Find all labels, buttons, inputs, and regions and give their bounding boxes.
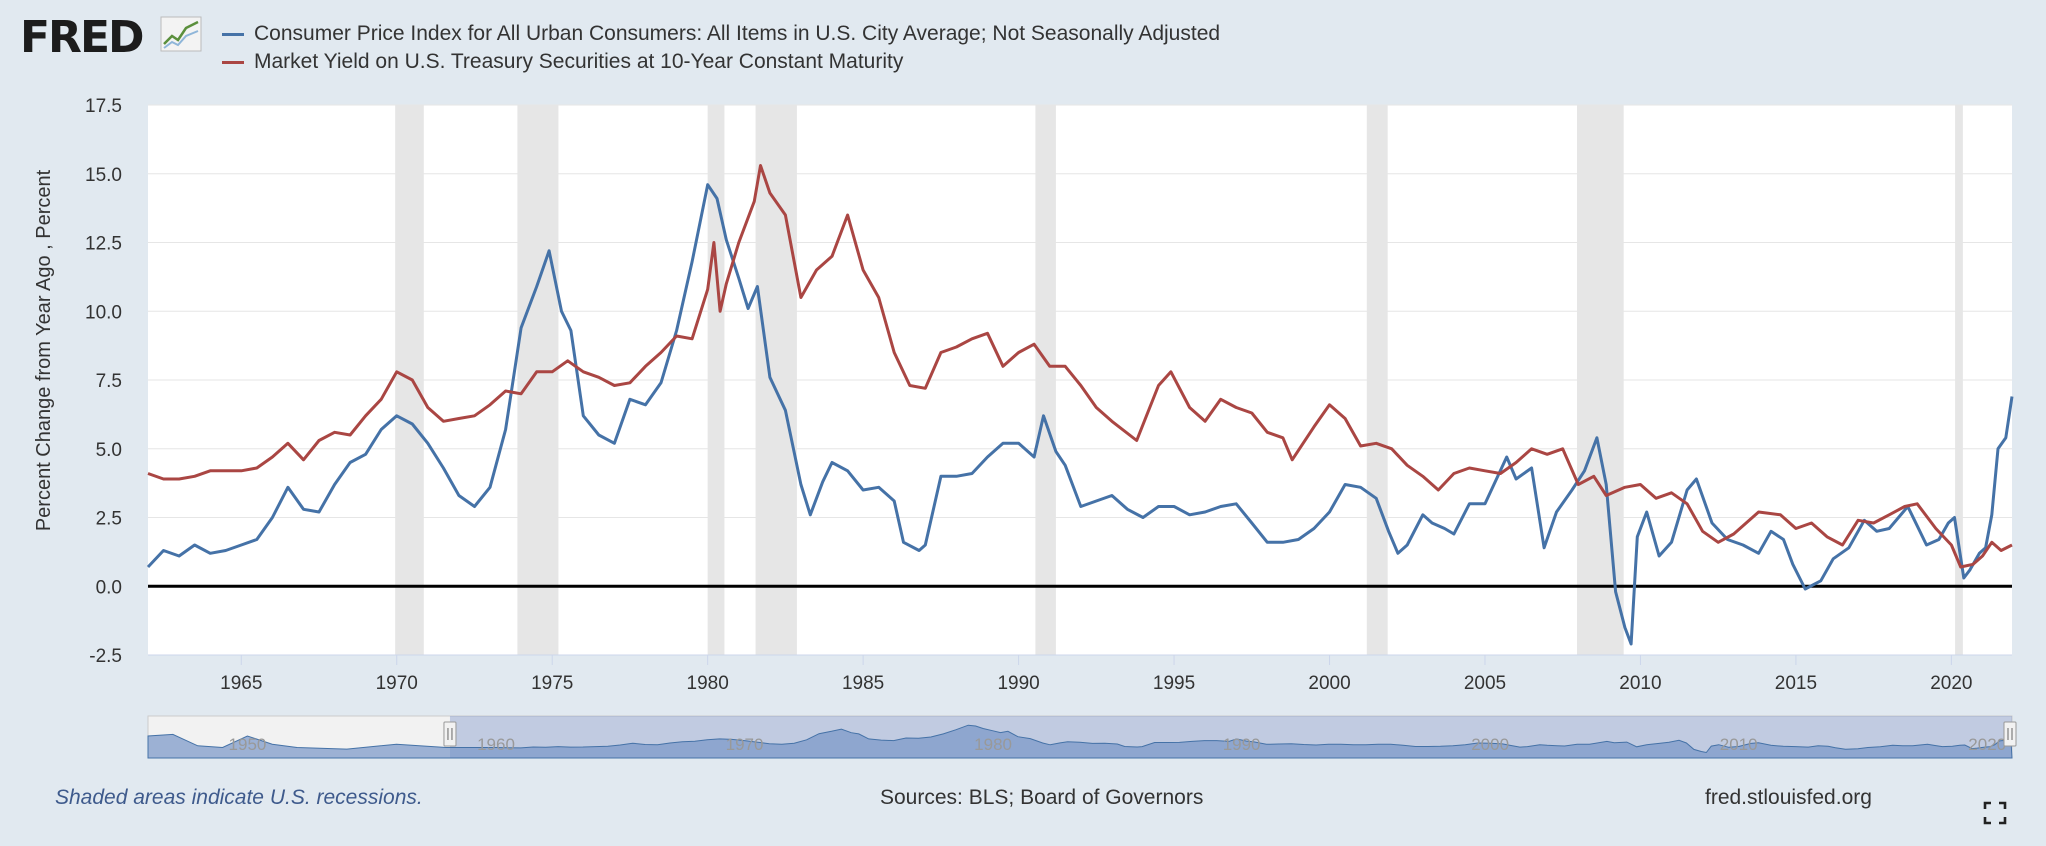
- legend-item-cpi[interactable]: Consumer Price Index for All Urban Consu…: [222, 20, 1220, 48]
- x-tick-label: 1965: [220, 673, 262, 694]
- site-link[interactable]: fred.stlouisfed.org: [1705, 786, 1872, 809]
- navigator-handle-left[interactable]: [443, 721, 457, 747]
- x-tick-label: 1975: [531, 673, 573, 694]
- fullscreen-icon[interactable]: [1983, 801, 2007, 825]
- fred-chart-icon: [160, 16, 202, 52]
- legend: Consumer Price Index for All Urban Consu…: [222, 20, 1220, 76]
- navigator-area: [147, 724, 2013, 759]
- navigator-tick-label: 1980: [974, 735, 1012, 754]
- x-tick-label: 2000: [1308, 673, 1350, 694]
- x-tick-label: 1980: [687, 673, 729, 694]
- navigator-tick-label: 2010: [1720, 735, 1758, 754]
- navigator-handle-body: [2003, 721, 2017, 747]
- y-tick-label: 17.5: [85, 96, 122, 117]
- x-tick-label: 1995: [1153, 673, 1195, 694]
- x-tick-label: 2015: [1775, 673, 1817, 694]
- x-tick-label: 1985: [842, 673, 884, 694]
- navigator-tick-label: 1950: [229, 735, 267, 754]
- fred-logo[interactable]: FRED: [20, 12, 145, 63]
- x-tick-label: 2020: [1930, 673, 1972, 694]
- cpi-series-line: [146, 183, 2014, 646]
- y-tick-label: 5.0: [96, 440, 122, 461]
- y-tick-label: 7.5: [96, 371, 122, 392]
- navigator-handle-right[interactable]: [2003, 721, 2017, 747]
- navigator-tick-label: 2020: [1968, 735, 2006, 754]
- y-tick-label: -2.5: [89, 646, 122, 667]
- navigator-handle-body: [443, 721, 457, 747]
- sources-text: Sources: BLS; Board of Governors: [880, 786, 1204, 809]
- legend-item-treasury[interactable]: Market Yield on U.S. Treasury Securities…: [222, 48, 1220, 76]
- legend-swatch-cpi: [222, 32, 244, 36]
- recession-note: Shaded areas indicate U.S. recessions.: [55, 786, 423, 809]
- navigator-tick-label: 1960: [477, 735, 515, 754]
- y-tick-label: 12.5: [85, 234, 122, 255]
- y-tick-label: 2.5: [96, 509, 122, 530]
- navigator-tick-label: 1990: [1223, 735, 1261, 754]
- x-tick-label: 2005: [1464, 673, 1506, 694]
- x-tick-label: 1970: [376, 673, 418, 694]
- legend-label-cpi: Consumer Price Index for All Urban Consu…: [254, 22, 1221, 45]
- y-tick-label: 15.0: [85, 165, 122, 186]
- treasury-yield-series-line: [147, 164, 2013, 569]
- y-tick-label: 10.0: [85, 302, 122, 323]
- navigator-tick-label: 2000: [1471, 735, 1509, 754]
- x-tick-label: 2010: [1619, 673, 1661, 694]
- navigator-tick-label: 1970: [726, 735, 764, 754]
- y-tick-label: 0.0: [96, 577, 122, 598]
- legend-swatch-treasury: [222, 60, 244, 64]
- legend-label-treasury: Market Yield on U.S. Treasury Securities…: [254, 50, 904, 73]
- x-tick-label: 1990: [997, 673, 1039, 694]
